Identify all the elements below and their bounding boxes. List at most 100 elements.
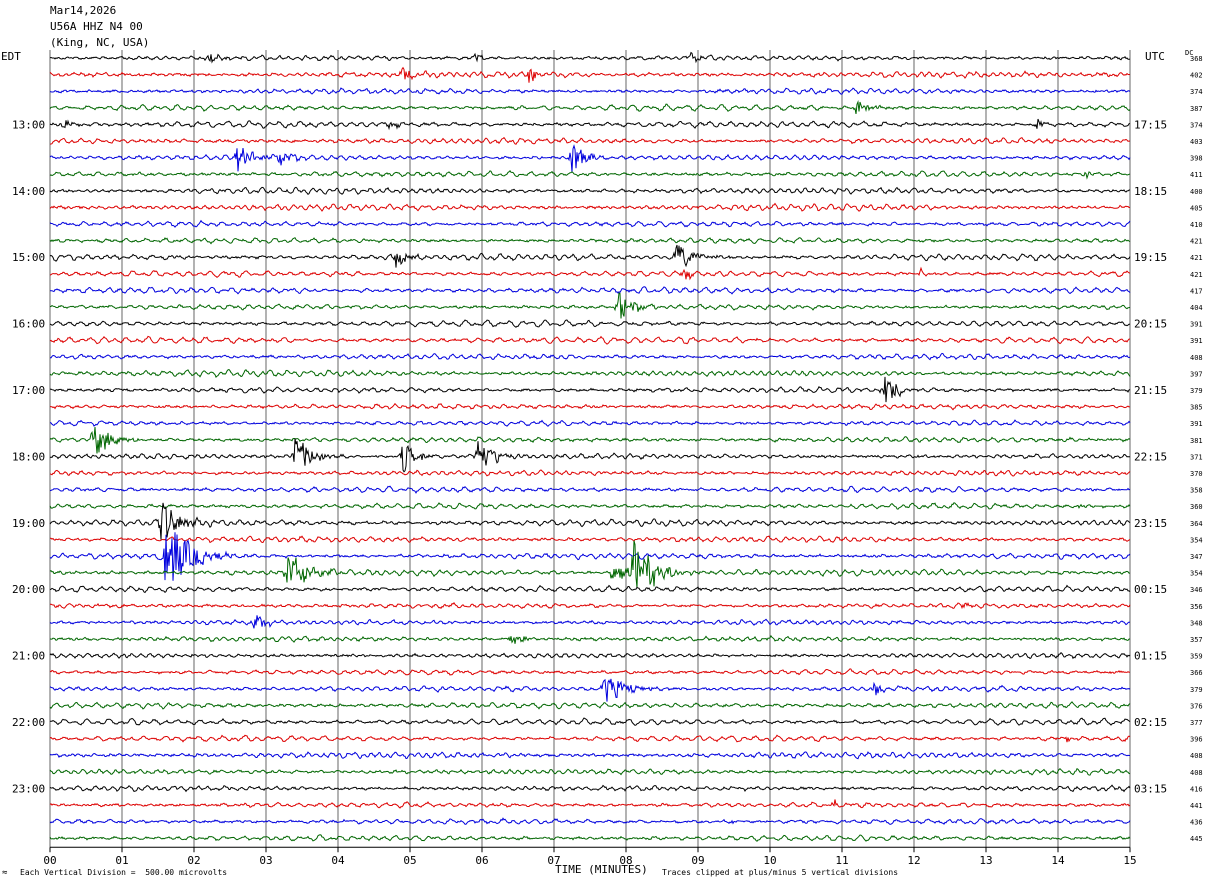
trace-38 (49, 678, 1131, 702)
x-tick-label-06: 06 (475, 854, 488, 867)
dc-offset-label: 374 (1190, 121, 1203, 129)
dc-offset-labels: 368 402 374 387 374 403 398 411 400 405 410 421 421 4… (1190, 55, 1203, 843)
dc-offset-label: 410 (1190, 221, 1203, 229)
minute-gridlines (49, 50, 1131, 848)
left-hour-label: 15:00 (12, 251, 45, 264)
dc-offset-label: 357 (1190, 636, 1203, 644)
dc-offset-label: 421 (1190, 254, 1203, 262)
dc-offset-label: 364 (1190, 520, 1203, 528)
trace-5 (49, 136, 1131, 145)
dc-offset-label: 377 (1190, 719, 1203, 727)
dc-header-label: DC (1185, 49, 1194, 57)
dc-offset-label: 417 (1190, 287, 1203, 295)
x-tick-label-08: 08 (619, 854, 632, 867)
dc-offset-label: 360 (1190, 503, 1203, 511)
dc-offset-label: 346 (1190, 586, 1203, 594)
x-tick-label-14: 14 (1051, 854, 1065, 867)
trace-47 (49, 834, 1131, 842)
trace-27 (49, 502, 1131, 510)
trace-35 (49, 634, 1131, 644)
right-hour-label: 00:15 (1134, 583, 1167, 596)
trace-9 (49, 202, 1131, 212)
header-date: Mar14,2026 (50, 4, 117, 17)
footer-clip-note: Traces clipped at plus/minus 5 vertical … (662, 868, 899, 877)
trace-30 (49, 532, 1131, 581)
trace-31 (49, 540, 1130, 588)
right-hour-label: 01:15 (1134, 650, 1167, 663)
left-hour-label: 20:00 (12, 583, 45, 596)
left-hour-label: 21:00 (12, 650, 45, 663)
seismic-traces (49, 51, 1131, 842)
trace-44 (49, 784, 1131, 793)
dc-offset-label: 348 (1190, 619, 1203, 627)
hour-labels: 13:00 17:15 14:00 18:15 15:00 19:15 16:00 20:15… (12, 118, 1167, 795)
x-tick-label-02: 02 (187, 854, 200, 867)
right-hour-label: 19:15 (1134, 251, 1167, 264)
dc-offset-label: 391 (1190, 420, 1203, 428)
trace-41 (49, 734, 1131, 743)
dc-offset-label: 404 (1190, 304, 1203, 312)
x-tick-label-00: 00 (43, 854, 56, 867)
dc-offset-label: 403 (1190, 138, 1203, 146)
footer-scale-note: Each Vertical Division = 500.00 microvol… (20, 868, 228, 877)
x-tick-label-13: 13 (979, 854, 992, 867)
dc-offset-label: 421 (1190, 238, 1203, 246)
trace-25 (49, 469, 1131, 477)
trace-17 (49, 335, 1131, 345)
trace-7 (49, 170, 1131, 180)
dc-offset-label: 411 (1190, 171, 1203, 179)
trace-6 (49, 144, 1131, 173)
trace-24 (49, 438, 1131, 473)
trace-13 (49, 266, 1131, 281)
dc-offset-label: 379 (1190, 387, 1203, 395)
dc-offset-label: 421 (1190, 271, 1203, 279)
x-tick-label-12: 12 (907, 854, 920, 867)
right-hour-label: 22:15 (1134, 450, 1167, 463)
trace-1 (49, 66, 1131, 83)
dc-offset-label: 379 (1190, 686, 1203, 694)
footer-logo-mark: ≈ (2, 868, 8, 878)
dc-offset-label: 416 (1190, 785, 1203, 793)
dc-offset-label: 368 (1190, 55, 1203, 63)
right-hour-label: 03:15 (1134, 782, 1167, 795)
dc-offset-label: 374 (1190, 88, 1203, 96)
dc-offset-label: 371 (1190, 453, 1203, 461)
dc-offset-label: 356 (1190, 603, 1203, 611)
trace-37 (49, 668, 1131, 676)
trace-11 (49, 237, 1131, 245)
trace-16 (49, 319, 1131, 328)
dc-offset-label: 354 (1190, 570, 1203, 578)
dc-offset-label: 358 (1190, 487, 1203, 495)
dc-offset-label: 354 (1190, 536, 1203, 544)
x-tick-label-15: 15 (1123, 854, 1136, 867)
left-hour-label: 19:00 (12, 517, 45, 530)
x-tick-label-05: 05 (403, 854, 416, 867)
dc-offset-label: 381 (1190, 437, 1203, 445)
dc-offset-label: 347 (1190, 553, 1203, 561)
time-axis: 00 01 02 03 04 05 06 07 08 09 10 11 12 13 14 15 (43, 846, 1137, 867)
trace-45 (49, 799, 1131, 809)
trace-18 (49, 352, 1131, 361)
dc-offset-label: 405 (1190, 204, 1203, 212)
dc-offset-label: 445 (1190, 835, 1203, 843)
dc-offset-label: 387 (1190, 105, 1203, 113)
right-hour-label: 20:15 (1134, 318, 1167, 331)
header-station: U56A HHZ N4 00 (50, 20, 143, 33)
dc-offset-label: 366 (1190, 669, 1203, 677)
trace-0 (49, 51, 1131, 64)
dc-offset-label: 376 (1190, 702, 1203, 710)
dc-offset-label: 385 (1190, 404, 1203, 412)
left-timezone-label: EDT (1, 50, 21, 63)
x-tick-label-09: 09 (691, 854, 704, 867)
right-hour-label: 23:15 (1134, 517, 1167, 530)
left-hour-label: 14:00 (12, 185, 45, 198)
right-timezone-label: UTC (1145, 50, 1165, 63)
dc-offset-label: 397 (1190, 370, 1203, 378)
trace-3 (49, 100, 1131, 114)
left-hour-label: 13:00 (12, 118, 45, 131)
x-tick-label-10: 10 (763, 854, 776, 867)
dc-offset-label: 391 (1190, 337, 1203, 345)
trace-21 (49, 402, 1131, 411)
dc-offset-label: 396 (1190, 736, 1203, 744)
